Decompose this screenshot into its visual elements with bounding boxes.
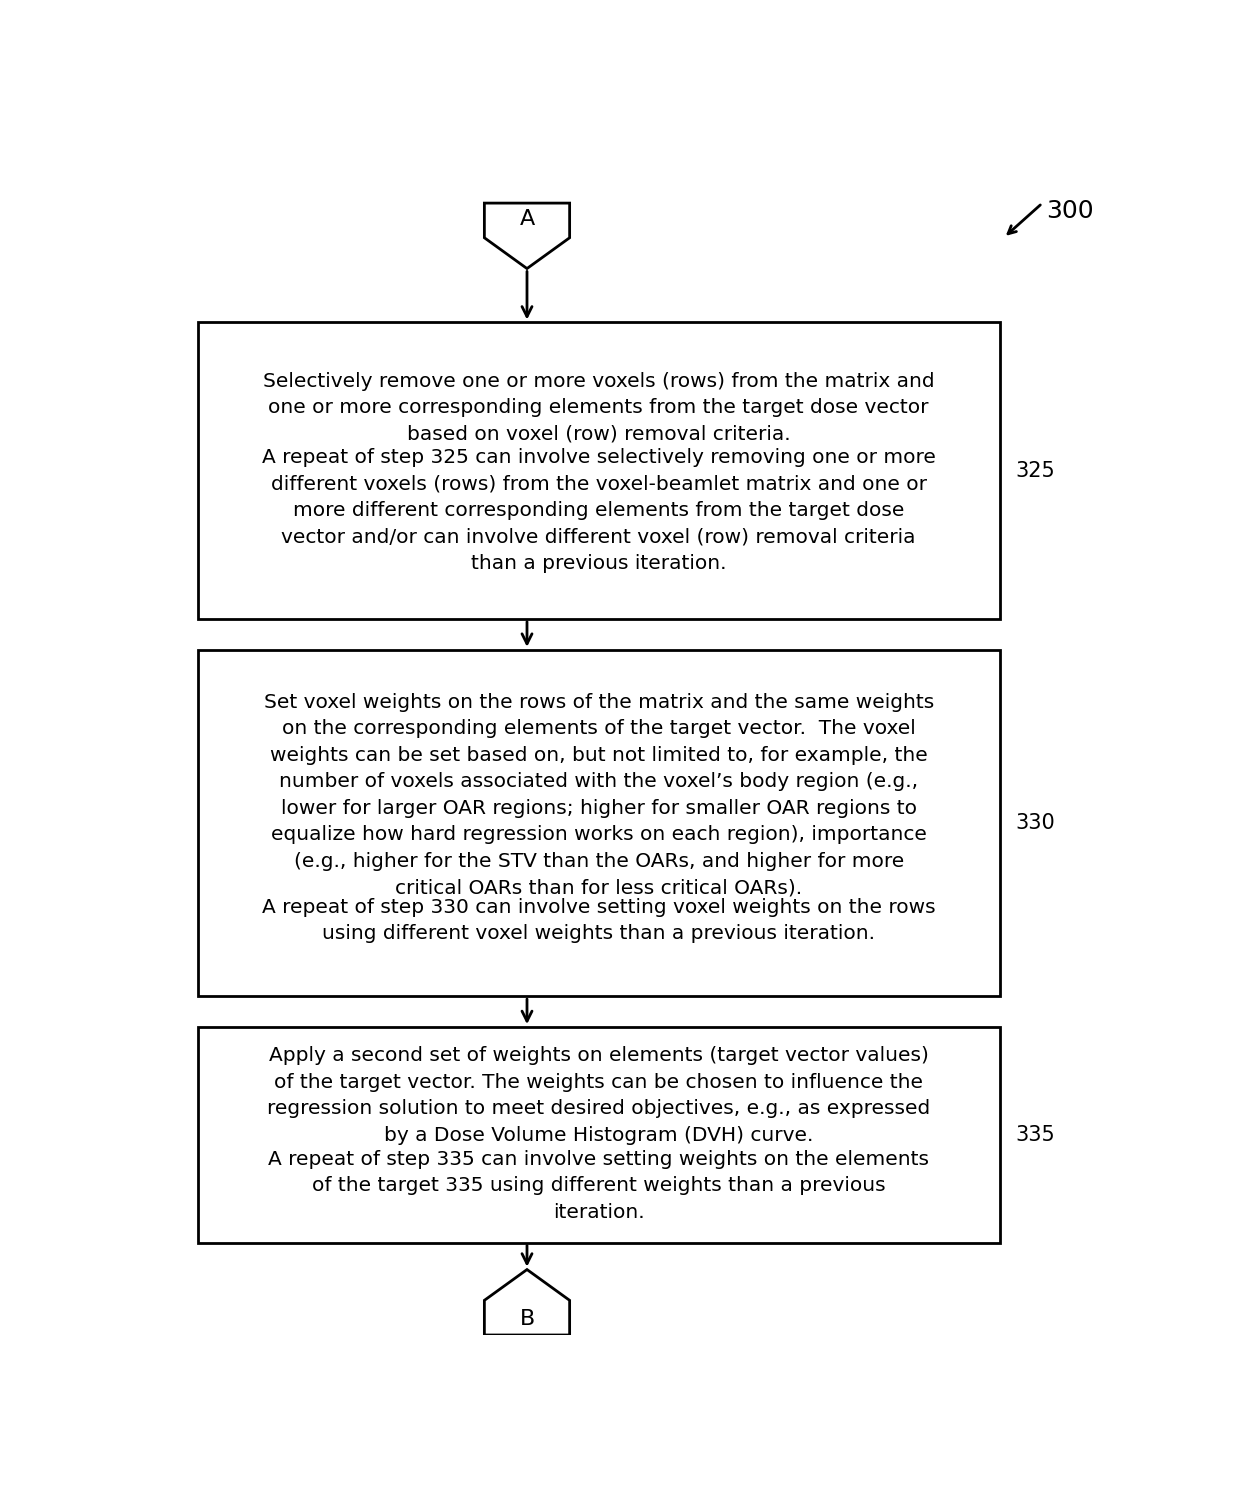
Text: A repeat of step 330 can involve setting voxel weights on the rows
using differe: A repeat of step 330 can involve setting… xyxy=(262,898,935,944)
Text: B: B xyxy=(520,1310,534,1329)
Bar xyxy=(197,1028,999,1242)
Text: Selectively remove one or more voxels (rows) from the matrix and
one or more cor: Selectively remove one or more voxels (r… xyxy=(263,372,935,444)
Polygon shape xyxy=(485,1269,569,1335)
Text: 330: 330 xyxy=(1016,813,1055,832)
Text: Set voxel weights on the rows of the matrix and the same weights
on the correspo: Set voxel weights on the rows of the mat… xyxy=(264,693,934,897)
Text: A repeat of step 325 can involve selectively removing one or more
different voxe: A repeat of step 325 can involve selecti… xyxy=(262,447,936,573)
Text: A repeat of step 335 can involve setting weights on the elements
of the target 3: A repeat of step 335 can involve setting… xyxy=(268,1150,929,1222)
Text: A: A xyxy=(520,209,534,228)
Text: 335: 335 xyxy=(1016,1125,1055,1144)
Text: 300: 300 xyxy=(1047,200,1094,223)
Text: Apply a second set of weights on elements (target vector values)
of the target v: Apply a second set of weights on element… xyxy=(267,1046,930,1144)
Bar xyxy=(197,650,999,996)
Polygon shape xyxy=(485,202,569,268)
Bar xyxy=(197,322,999,620)
Text: 325: 325 xyxy=(1016,460,1055,480)
